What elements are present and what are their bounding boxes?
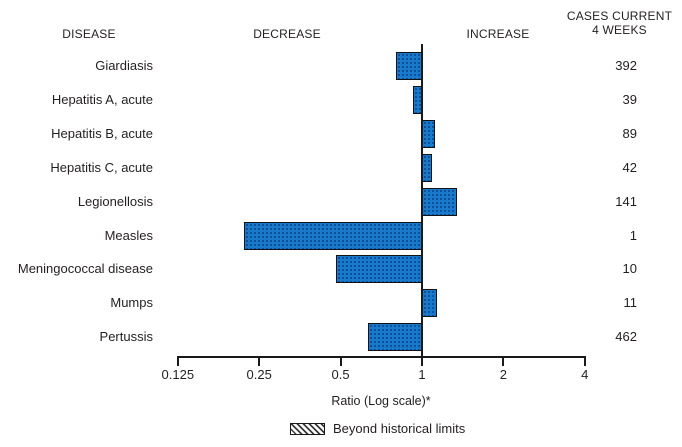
cases-value: 141 [615,193,637,209]
cases-value: 392 [615,58,637,73]
ratio-bar [422,119,436,148]
x-axis-tick [176,358,179,366]
ratio-1-baseline [421,44,423,364]
cases-value: 42 [622,159,637,175]
cases-value: 39 [622,91,637,107]
column-header-increase: INCREASE [466,27,530,41]
x-axis-tick-label: 0.5 [331,367,350,382]
disease-label: Meningococcal disease [17,261,153,277]
x-axis-tick-label: 1 [418,367,426,382]
ratio-bar [395,52,422,80]
column-header-cases-line2: 4 WEEKS [592,23,647,37]
disease-label: Hepatitis B, acute [51,125,153,141]
cases-value: 462 [615,329,637,345]
x-axis-tick [421,358,423,366]
disease-label: Hepatitis A, acute [51,91,153,107]
legend-label: Beyond historical limits [333,421,466,436]
x-axis-tick [502,358,505,366]
ratio-bar [244,221,422,250]
x-axis-tick [339,358,342,366]
disease-label: Pertussis [99,329,153,345]
x-axis-tick [258,358,261,366]
x-axis-tick-label: 2 [499,367,508,382]
disease-label: Measles [104,227,153,243]
x-axis-tick [583,358,586,366]
column-header-cases-line1: CASES CURRENT [566,9,673,23]
ratio-bar [422,153,433,182]
column-header-disease: DISEASE [62,27,116,41]
ratio-bar [335,255,422,284]
legend-hatch-swatch [290,423,325,435]
x-axis [176,356,586,358]
disease-label: Mumps [110,295,153,311]
column-header-cases: CASES CURRENT 4 WEEKS [553,9,682,37]
x-axis-title: Ratio (Log scale)* [331,394,431,408]
cases-value: 10 [622,261,637,277]
disease-label: Hepatitis C, acute [50,159,153,175]
ratio-bar [422,187,458,216]
ratio-bar [367,323,422,352]
cases-value: 1 [629,227,637,243]
x-axis-tick-label: 4 [581,367,589,382]
cases-value: 11 [623,295,638,311]
column-header-decrease: DECREASE [253,27,321,41]
ratio-bar [422,289,438,318]
cases-value: 89 [622,125,637,141]
disease-label: Giardiasis [95,58,153,73]
disease-label: Legionellosis [77,193,153,209]
x-axis-tick-label: 0.25 [246,367,272,382]
x-axis-tick-label: 0.125 [161,367,195,382]
